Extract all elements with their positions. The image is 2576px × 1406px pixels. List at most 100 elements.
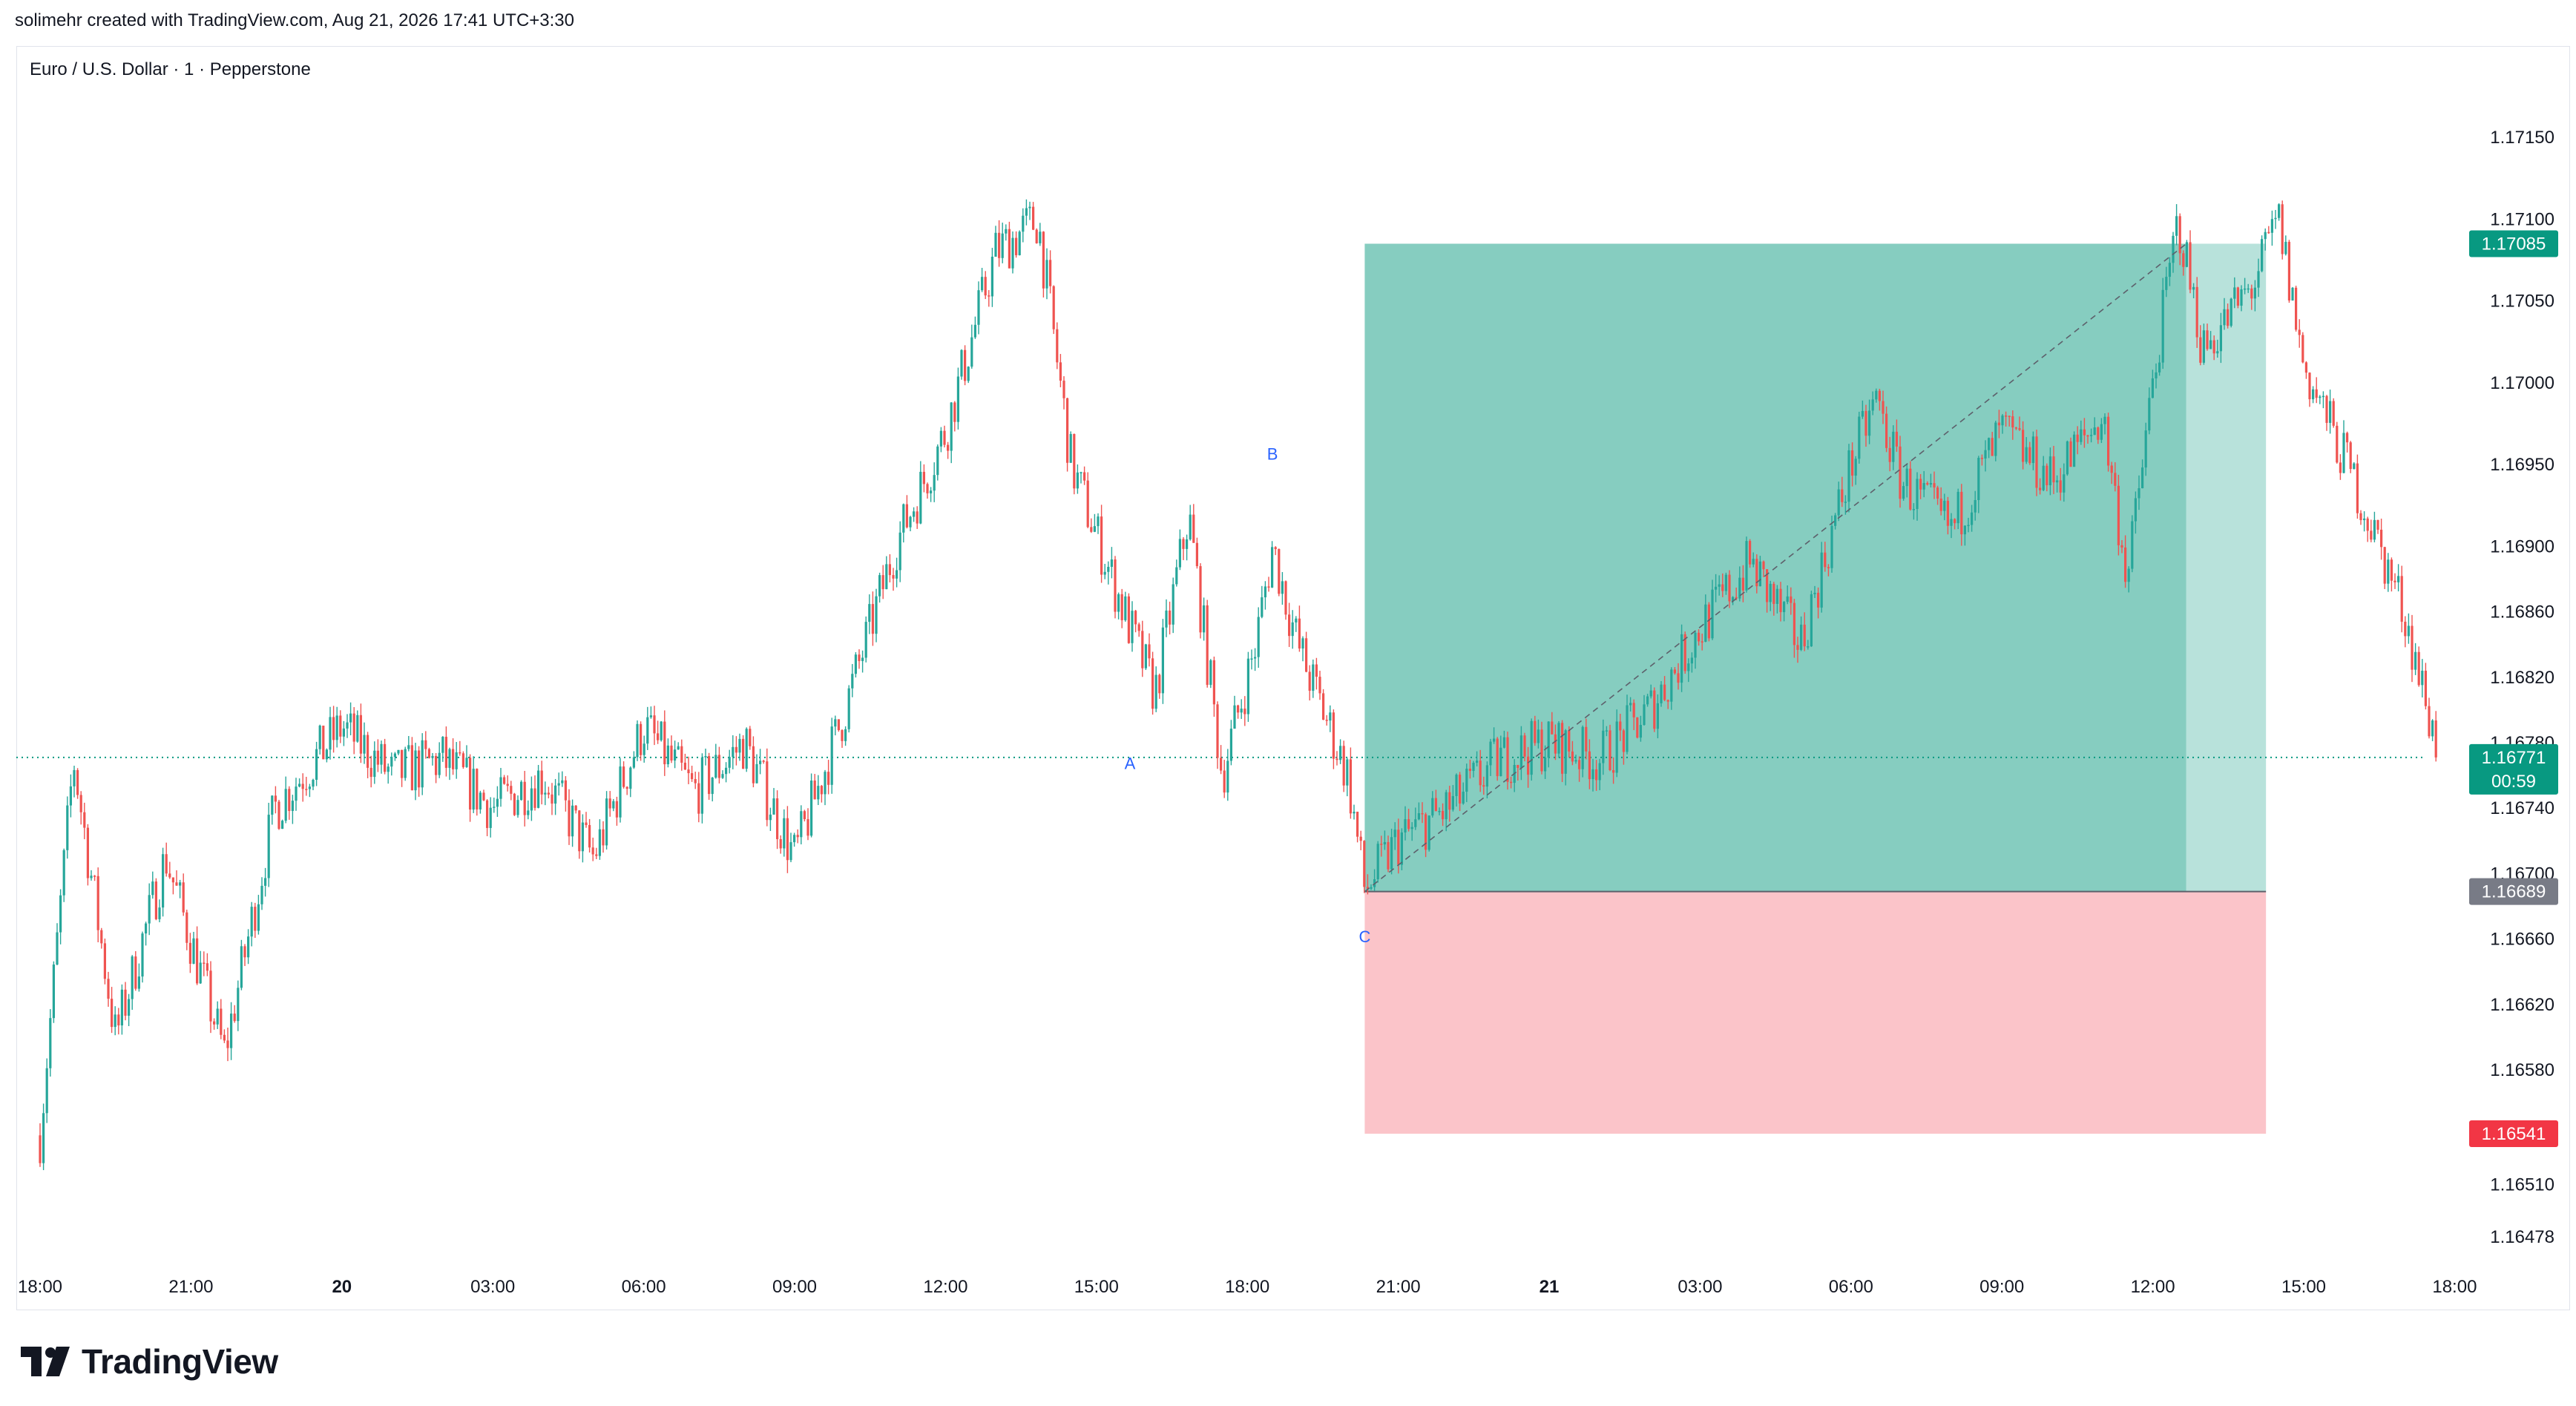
tradingview-logo[interactable]: TradingView [21,1341,278,1382]
candle-body [1080,472,1082,474]
candle [2124,535,2127,588]
candle-body [1015,237,1018,255]
candle-body [465,758,468,767]
candle [950,401,953,464]
candle-body [1977,458,1980,501]
candle [424,731,427,759]
candle-body [418,750,421,788]
candle [1824,542,1827,572]
candle-body [2148,398,2151,431]
candle [885,556,888,590]
candle-body [564,780,567,801]
candle-body [864,622,867,658]
candle-body [752,746,755,784]
candle-body [1790,596,1793,603]
candle-body [1591,769,1594,780]
candle [1206,599,1209,688]
candle [772,788,775,815]
candle-body [885,564,888,590]
candle [984,271,987,300]
candle [182,873,185,916]
candle [1189,505,1192,541]
candle-body [2325,395,2328,423]
candle-body [858,654,861,661]
candle-body [1807,646,1810,648]
candle-body [1745,541,1748,591]
candle [588,818,591,853]
candle [1308,665,1311,701]
candle [1632,699,1635,731]
candle-body [820,786,823,795]
candle [369,755,372,788]
candle-body [1527,756,1530,775]
candle-body [1960,491,1963,535]
candle [728,749,731,774]
candle-body [933,475,936,491]
candle-body [1233,705,1236,729]
candle [1639,715,1642,742]
candle [114,1006,116,1036]
candle [2048,447,2051,496]
candle [1322,689,1325,720]
candle-body [1568,730,1571,752]
candle [1902,482,1905,501]
symbol-legend[interactable]: Euro / U.S. Dollar · 1 · Pepperstone [30,59,311,79]
candle-body [967,367,970,381]
candle-body [1943,500,1946,511]
candle-body [2182,253,2185,267]
candle [1390,828,1393,875]
candle [2421,659,2424,698]
candle [233,1005,236,1023]
candle [1039,223,1042,246]
candle-body [1169,610,1172,625]
candle [1656,694,1659,739]
candle-body [1442,810,1445,820]
candle [625,786,628,795]
candle [1421,802,1424,824]
candle-body [461,753,464,767]
candle [888,553,891,582]
candle-body [1752,559,1755,565]
candle [1609,724,1611,772]
candle-body [2014,427,2017,429]
candle-body [39,1135,42,1163]
candle [427,747,430,759]
candle-body [288,789,291,812]
candle [1837,482,1840,522]
candle-body [1052,286,1055,329]
candle [1052,285,1055,335]
candle [1673,666,1676,675]
candle-body [1400,832,1403,865]
candle-body [2319,396,2322,398]
candle [2199,325,2202,366]
candle [1366,874,1369,895]
candle-body [2097,427,2100,440]
candle [2424,663,2427,710]
candle [1810,591,1813,647]
candle-body [168,873,171,878]
candle [905,495,908,529]
candle [86,824,89,886]
candle [1807,640,1810,650]
candle [878,572,881,603]
candle-body [390,757,393,767]
candle [2373,511,2376,542]
candle-body [789,842,792,861]
candle-body [898,532,901,571]
candle-body [1861,410,1864,417]
candle [2028,441,2031,465]
candle-body [1237,705,1240,713]
stop-price-badge-bg [2469,1120,2558,1147]
time-axis: 18:00 21:00 20 03:00 06:00 09:00 12:00 15:00 18:… [18,1277,2477,1297]
candle [2383,546,2386,589]
candle [1233,695,1236,729]
candle [581,814,584,863]
candle [1954,518,1956,530]
candle-body [1370,887,1373,889]
candle-body [274,795,277,802]
candle-body [1649,690,1652,697]
candle-body [90,876,93,878]
candle [100,927,103,949]
candle-body [1629,703,1632,706]
